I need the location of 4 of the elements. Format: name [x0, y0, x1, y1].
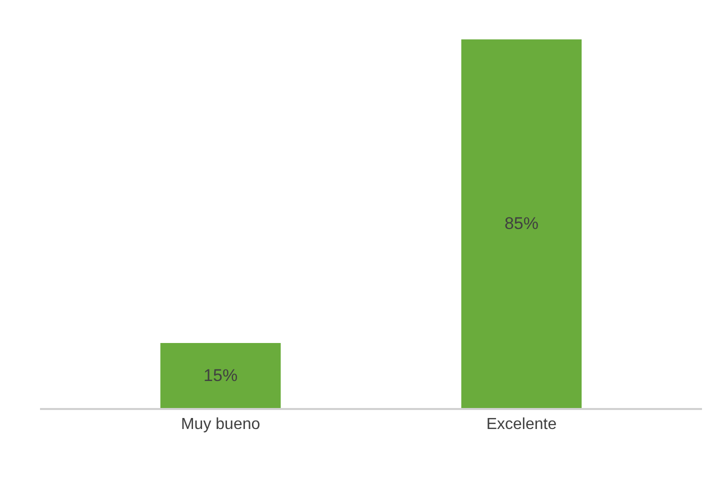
data-label: 85%: [504, 214, 538, 234]
data-label: 15%: [204, 366, 238, 385]
x-tick-label: Excelente: [486, 416, 557, 433]
x-tick-label: Muy bueno: [180, 416, 260, 433]
